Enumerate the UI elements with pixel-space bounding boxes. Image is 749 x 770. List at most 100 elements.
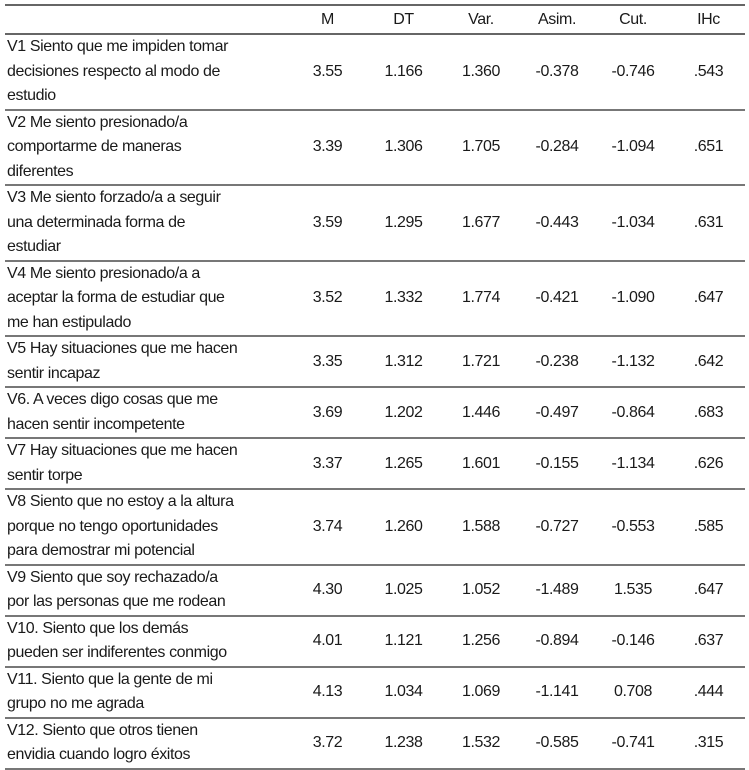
cell-cut: -1.094 [611, 138, 655, 156]
item-label: V6. A veces digo cosas que me hacen sent… [7, 391, 218, 433]
table-row: V6. A veces digo cosas que me hacen sent… [5, 387, 745, 438]
cell-ihc: .651 [693, 138, 724, 156]
cell-asim: -0.585 [535, 734, 579, 751]
cell-ihc: .543 [693, 62, 724, 80]
cell-m: 3.59 [312, 213, 343, 231]
cell-m: 4.01 [312, 632, 343, 649]
cell-dt: 1.260 [384, 517, 423, 535]
table-row: V8 Siento que no estoy a la altura porqu… [5, 489, 745, 565]
cell-asim: -0.238 [535, 352, 579, 370]
cell-dt: 1.166 [384, 62, 423, 80]
cell-dt: 1.306 [384, 138, 423, 156]
cell-ihc: .315 [693, 734, 724, 751]
header-dt: DT [393, 10, 414, 28]
cell-m: 3.35 [312, 352, 343, 370]
cell-cut: -0.746 [611, 62, 655, 80]
cell-m: 3.69 [312, 403, 343, 421]
header-m: M [321, 10, 334, 28]
cell-dt: 1.034 [384, 683, 423, 700]
cell-dt: 1.332 [384, 289, 423, 307]
cell-asim: -0.497 [535, 403, 579, 421]
cell-var: 1.532 [461, 734, 501, 751]
cell-asim: -1.489 [535, 581, 579, 598]
table-row: V5 Hay situaciones que me hacen sentir i… [5, 336, 745, 387]
cell-m: 4.30 [312, 581, 343, 598]
table-row: V10. Siento que los demás pueden ser ind… [5, 616, 745, 667]
table-row: V12. Siento que otros tienen envidia cua… [5, 718, 745, 769]
cell-dt: 1.202 [384, 403, 423, 421]
cell-m: 3.72 [312, 734, 343, 751]
header-var: Var. [468, 10, 494, 28]
table-row: V3 Me siento forzado/a a seguir una dete… [5, 185, 745, 261]
table-row: V1 Siento que me impiden tomar decisione… [5, 34, 745, 110]
item-label: V5 Hay situaciones que me hacen sentir i… [7, 340, 238, 382]
cell-var: 1.705 [461, 138, 501, 156]
item-label: V3 Me siento forzado/a a seguir una dete… [7, 189, 221, 255]
item-label: V11. Siento que la gente de mi grupo no … [7, 670, 213, 713]
cell-cut: -1.132 [611, 352, 655, 370]
item-label: V10. Siento que los demás pueden ser ind… [7, 619, 227, 662]
cell-dt: 1.295 [384, 213, 423, 231]
cell-asim: -0.378 [535, 62, 579, 80]
header-row: M DT Var. Asim. Cut. IHc [5, 5, 745, 34]
cell-cut: -1.034 [611, 213, 655, 231]
cell-m: 3.37 [312, 454, 343, 472]
cell-dt: 1.312 [384, 352, 423, 370]
cell-asim: -0.443 [535, 213, 579, 231]
cell-asim: -0.284 [535, 138, 579, 156]
table-row: V4 Me siento presionado/a a aceptar la f… [5, 261, 745, 336]
cell-var: 1.588 [461, 517, 501, 535]
cell-m: 3.55 [312, 62, 343, 80]
cell-var: 1.721 [461, 352, 501, 370]
cell-cut: 1.535 [613, 581, 653, 598]
cell-cut: -0.864 [611, 403, 655, 421]
cell-ihc: .626 [693, 454, 724, 472]
item-label: V12. Siento que otros tienen envidia cua… [7, 721, 198, 764]
cell-m: 3.52 [312, 289, 343, 307]
cell-var: 1.774 [461, 289, 501, 307]
header-item [5, 5, 290, 34]
cell-ihc: .631 [693, 213, 724, 231]
item-label: V9 Siento que soy rechazado/a por las pe… [7, 568, 226, 611]
item-label: V4 Me siento presionado/a a aceptar la f… [7, 264, 225, 331]
cell-var: 1.052 [461, 581, 501, 598]
cell-var: 1.256 [461, 632, 501, 649]
cell-ihc: .647 [693, 581, 724, 598]
item-label: V1 Siento que me impiden tomar decisione… [7, 38, 229, 104]
cell-asim: -0.894 [535, 632, 579, 649]
cell-m: 3.74 [312, 517, 343, 535]
cell-ihc: .637 [693, 632, 724, 649]
cell-cut: -0.741 [611, 734, 655, 751]
cell-ihc: .444 [693, 683, 724, 700]
cell-var: 1.446 [461, 403, 501, 421]
item-label: V8 Siento que no estoy a la altura porqu… [7, 493, 234, 559]
cell-asim: -0.727 [535, 517, 579, 535]
cell-cut: -1.134 [611, 454, 655, 472]
header-asim: Asim. [537, 10, 576, 28]
cell-asim: -0.155 [535, 454, 579, 472]
table-row: V11. Siento que la gente de mi grupo no … [5, 667, 745, 718]
header-cut: Cut. [619, 10, 647, 28]
table-row: V7 Hay situaciones que me hacen sentir t… [5, 438, 745, 489]
cell-ihc: .647 [693, 289, 724, 307]
item-label: V2 Me siento presionado/a comportarme de… [7, 113, 188, 180]
cell-cut: 0.708 [613, 683, 653, 700]
descriptive-statistics-table: M DT Var. Asim. Cut. IHc V1 Siento que m… [5, 4, 745, 770]
cell-dt: 1.025 [384, 581, 423, 598]
cell-m: 4.13 [312, 683, 343, 700]
cell-dt: 1.238 [384, 734, 423, 751]
cell-cut: -0.553 [611, 517, 655, 535]
cell-ihc: .585 [693, 517, 724, 535]
table-row: V2 Me siento presionado/a comportarme de… [5, 110, 745, 185]
item-label: V7 Hay situaciones que me hacen sentir t… [7, 442, 238, 484]
cell-dt: 1.265 [384, 454, 423, 472]
cell-m: 3.39 [312, 138, 343, 156]
cell-asim: -1.141 [535, 683, 579, 700]
cell-asim: -0.421 [535, 289, 579, 307]
cell-cut: -0.146 [611, 632, 655, 649]
cell-ihc: .683 [693, 403, 724, 421]
cell-var: 1.677 [461, 213, 501, 231]
table-row: V9 Siento que soy rechazado/a por las pe… [5, 565, 745, 616]
cell-dt: 1.121 [384, 632, 423, 649]
cell-var: 1.069 [461, 683, 501, 700]
